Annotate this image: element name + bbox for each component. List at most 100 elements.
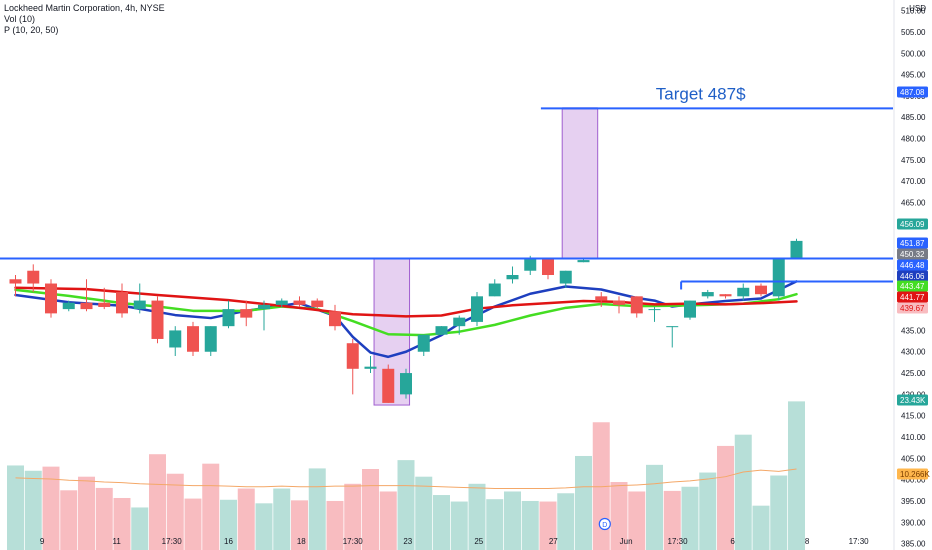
candle-body (258, 304, 270, 310)
price-tick-label: 415.00 (901, 412, 926, 421)
volume-bar (326, 500, 344, 550)
chart-legend: Lockheed Martin Corporation, 4h, NYSE Vo… (4, 3, 165, 36)
volume-bar (344, 483, 362, 550)
currency-label: USD (909, 4, 926, 13)
price-tick-label: 395.00 (901, 497, 926, 506)
candle-body (666, 326, 679, 328)
volume-bar (770, 475, 788, 550)
volume-bar (273, 488, 291, 550)
candles (9, 238, 803, 403)
candle-body (9, 279, 22, 284)
price-label-box (897, 86, 928, 98)
volume-bar (468, 483, 486, 550)
dividend-event-icon[interactable]: D (598, 517, 611, 531)
volume-bar (734, 434, 752, 550)
price-label-text: 446.06 (900, 272, 925, 281)
candle-body (524, 257, 537, 271)
volume-bar (539, 501, 557, 550)
price-label-text: 446.48 (900, 261, 925, 270)
time-tick-label: 16 (224, 537, 233, 546)
volume-bar (504, 491, 521, 550)
candle-body (382, 368, 395, 403)
candle-body (701, 292, 714, 297)
price-tick-label: 400.00 (901, 476, 926, 485)
candle-body (45, 283, 57, 314)
candle-body (204, 326, 217, 352)
price-tick-label: 410.00 (901, 433, 926, 442)
candle-body (435, 326, 448, 335)
candle-body (719, 294, 732, 297)
volume-bar (202, 463, 220, 550)
volume-bar (415, 476, 433, 550)
candle-body (311, 300, 324, 307)
horizontal-lines[interactable] (0, 107, 893, 290)
candle-body (329, 311, 341, 327)
candle-body (133, 300, 146, 310)
price-label-box (897, 291, 928, 303)
volume-bar (166, 473, 184, 550)
symbol-title[interactable]: Lockheed Martin Corporation, 4h, NYSE (4, 3, 165, 13)
candle-body (577, 260, 590, 263)
volume-bar (752, 505, 770, 550)
candle-body (772, 257, 785, 297)
volume-bar (379, 491, 397, 550)
volume-bar (95, 487, 113, 550)
price-tick-label: 495.00 (901, 71, 926, 80)
volume-bar (486, 499, 504, 550)
volume-bar (149, 454, 166, 550)
volume-indicator-label[interactable]: Vol (10) (4, 14, 36, 24)
price-label-box (897, 394, 928, 406)
time-tick-label: 17:30 (849, 537, 870, 546)
price-label-box (897, 237, 928, 249)
candle-body (737, 287, 750, 297)
price-tick-label: 430.00 (901, 348, 926, 357)
candle-body (364, 366, 377, 369)
price-label-text: 439.67 (900, 304, 925, 313)
volume-bar (24, 470, 42, 550)
volume-bar (255, 503, 273, 550)
volume-pane (7, 401, 805, 550)
candle-body (187, 326, 199, 352)
time-tick-label: 9 (40, 537, 45, 546)
price-label-text: 23.43K (900, 396, 926, 405)
candle-body (471, 296, 483, 322)
volume-bar (433, 495, 450, 550)
price-label-text: 441.77 (900, 293, 925, 302)
candle-body (542, 257, 554, 275)
ma-indicator-label[interactable]: P (10, 20, 50) (4, 25, 59, 35)
volume-bar (131, 507, 149, 550)
candle-body (559, 270, 572, 284)
candle-body (293, 300, 306, 305)
time-tick-label: Jun (620, 537, 633, 546)
price-tick-label: 405.00 (901, 454, 926, 463)
candle-body (417, 334, 430, 352)
candle-body (169, 330, 182, 348)
volume-bar (7, 465, 24, 550)
volume-bar (184, 498, 202, 550)
target-annotation[interactable]: Target 487$ (656, 84, 746, 103)
time-axis[interactable]: 9 11 17:30 16 18 17:30 23 25 27 Jun 17:30 6 8 17:30 (40, 537, 869, 546)
volume-bar (628, 491, 646, 550)
candle-body (98, 302, 111, 307)
volume-ma-line (15, 468, 797, 490)
volume-bar (557, 493, 575, 550)
volume-bar (788, 401, 805, 550)
candle-body (80, 302, 93, 310)
volume-bar (291, 500, 308, 550)
candle-body (400, 373, 412, 395)
price-label-box (897, 270, 928, 282)
candle-body (630, 296, 643, 314)
candle-body (240, 309, 253, 318)
volume-bar (610, 482, 628, 550)
price-tick-label: 385.00 (901, 540, 926, 549)
volume-bar (397, 460, 415, 550)
candle-body (453, 317, 466, 327)
time-tick-label: 6 (730, 537, 735, 546)
price-label-text: 443.47 (900, 282, 925, 291)
price-tick-label: 475.00 (901, 156, 926, 165)
price-tick-label: 425.00 (901, 369, 926, 378)
time-tick-label: 17:30 (668, 537, 689, 546)
price-label-box (897, 259, 928, 271)
